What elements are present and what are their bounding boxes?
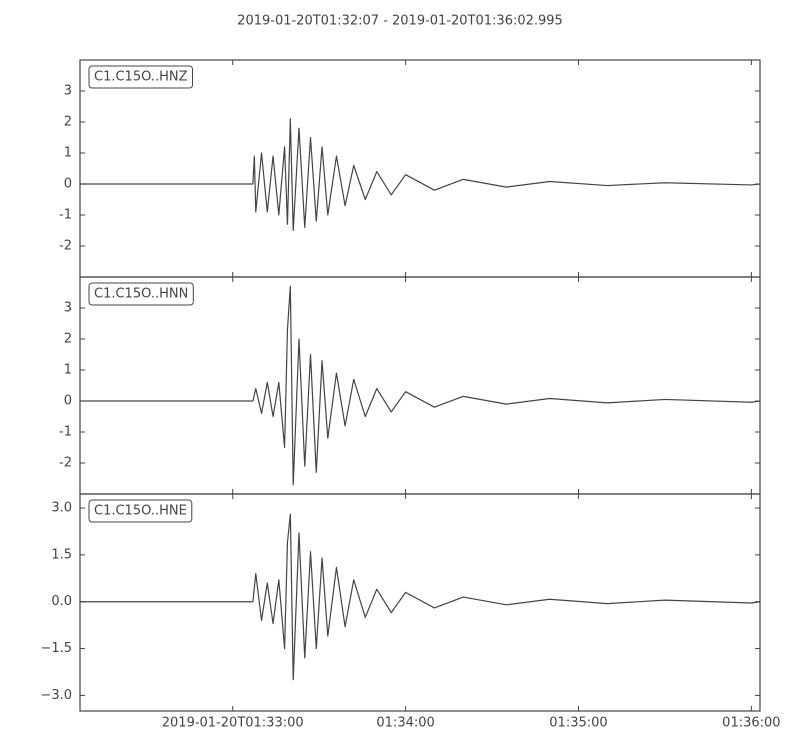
y-tick-label: 3: [64, 84, 72, 99]
y-tick-label: −1.5: [40, 641, 72, 656]
waveform: [80, 285, 760, 486]
y-tick-label: -1: [59, 425, 72, 440]
plot-area: [80, 285, 760, 486]
y-tick-label: 1: [64, 146, 72, 161]
y-tick-label: 1: [64, 363, 72, 378]
trace-label: C1.C15O..HNE: [94, 504, 187, 519]
x-tick-label: 01:34:00: [376, 716, 434, 731]
x-tick-label: 01:35:00: [549, 716, 607, 731]
trace-label: C1.C15O..HNN: [94, 287, 188, 302]
x-tick-label: 2019-01-20T01:33:00: [162, 716, 304, 731]
trace-label: C1.C15O..HNZ: [94, 70, 188, 85]
y-tick-label: 1.5: [51, 547, 72, 562]
frame: [79, 493, 761, 712]
y-tick-label: 3: [64, 301, 72, 316]
y-tick-label: 3.0: [51, 501, 72, 516]
y-tick-label: −3.0: [40, 688, 72, 703]
label-box: [88, 282, 194, 306]
plot-area: [80, 513, 760, 681]
waveform: [80, 513, 760, 681]
frame: [79, 59, 761, 278]
y-tick-label: 0: [64, 394, 72, 409]
waveform: [80, 118, 760, 232]
chart-title: 2019-01-20T01:32:07 - 2019-01-20T01:36:0…: [237, 14, 563, 29]
y-tick-label: 0.0: [51, 594, 72, 609]
label-box: [88, 499, 193, 523]
y-tick-label: 0: [64, 177, 72, 192]
label-box: [88, 65, 193, 89]
y-tick-label: -2: [59, 456, 72, 471]
x-tick-label: 01:36:00: [722, 716, 780, 731]
y-tick-label: -2: [59, 239, 72, 254]
y-tick-label: 2: [64, 115, 72, 130]
y-tick-label: -1: [59, 208, 72, 223]
plot-area: [80, 118, 760, 232]
y-tick-label: 2: [64, 332, 72, 347]
frame: [79, 276, 761, 495]
